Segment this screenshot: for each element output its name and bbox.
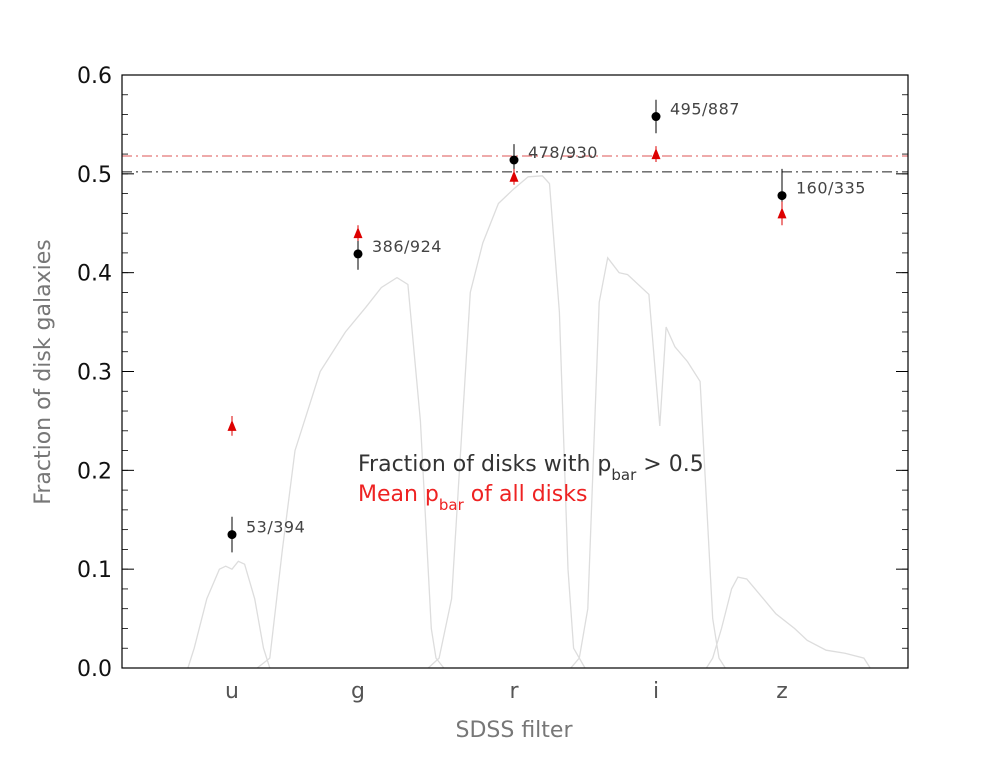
data-label: 53/394 bbox=[246, 518, 305, 537]
data-point-circle bbox=[651, 112, 661, 122]
data-label: 495/887 bbox=[670, 100, 740, 119]
data-point-triangle bbox=[353, 227, 363, 239]
y-tick-label: 0.3 bbox=[77, 361, 112, 386]
y-axis-title: Fraction of disk galaxies bbox=[31, 239, 56, 504]
filter-curve-r bbox=[427, 175, 586, 669]
filter-curve-u bbox=[187, 560, 271, 669]
data-point-triangle bbox=[651, 148, 661, 160]
filter-curve-g bbox=[256, 276, 445, 669]
legend-entry-1: Mean pbar of all disks bbox=[358, 482, 587, 514]
data-point-circle bbox=[509, 155, 519, 165]
x-axis-title: SDSS filter bbox=[455, 718, 573, 743]
data-series: 53/394 386/924 478/930 495/887 160/335 bbox=[227, 100, 866, 553]
y-axis: 0.0 0.1 0.2 0.3 0.4 0.5 0.6 bbox=[77, 64, 908, 682]
data-label: 478/930 bbox=[528, 143, 598, 162]
data-point-triangle bbox=[509, 170, 519, 182]
filter-curve-i bbox=[570, 256, 726, 669]
y-tick-label: 0.4 bbox=[77, 262, 112, 287]
y-tick-label: 0.6 bbox=[77, 64, 112, 89]
y-tick-label: 0.0 bbox=[77, 657, 112, 682]
filter-curves bbox=[187, 175, 871, 669]
x-tick-label-g: g bbox=[351, 679, 365, 704]
legend-entry-0: Fraction of disks with pbar > 0.5 bbox=[358, 452, 704, 484]
x-tick-label-i: i bbox=[653, 679, 659, 704]
y-tick-label: 0.1 bbox=[77, 558, 112, 583]
data-point-circle bbox=[227, 530, 237, 540]
data-label: 386/924 bbox=[372, 237, 442, 256]
x-tick-label-z: z bbox=[776, 679, 788, 704]
reference-lines bbox=[122, 155, 908, 173]
x-tick-label-u: u bbox=[225, 679, 239, 704]
data-point-triangle bbox=[777, 207, 787, 219]
data-point-circle bbox=[353, 249, 363, 259]
data-point-triangle bbox=[227, 419, 237, 431]
data-label: 160/335 bbox=[796, 179, 866, 198]
x-tick-label-r: r bbox=[509, 679, 519, 704]
data-point-circle bbox=[777, 191, 787, 201]
y-tick-label: 0.5 bbox=[77, 163, 112, 188]
filter-curve-z bbox=[705, 576, 871, 669]
y-tick-label: 0.2 bbox=[77, 459, 112, 484]
